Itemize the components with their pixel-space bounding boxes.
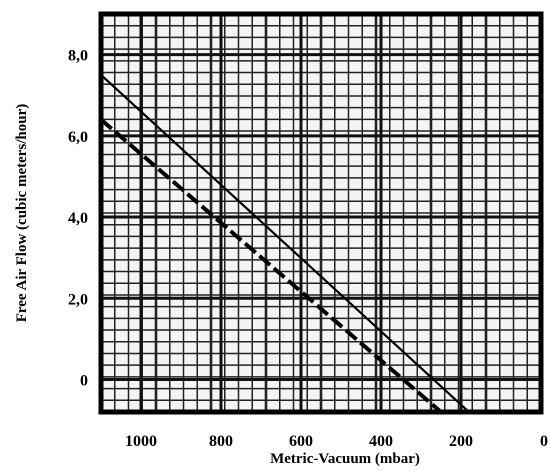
y-axis-label: Free Air Flow (cubic meters/hour) bbox=[14, 104, 30, 323]
y-tick-labels: 0 2,0 4,0 6,0 8,0 bbox=[68, 48, 88, 390]
series-layer bbox=[99, 74, 470, 414]
x-tick-labels: 1000 800 600 400 200 0 bbox=[125, 433, 548, 450]
x-tick-label: 600 bbox=[289, 433, 313, 450]
x-tick-label: 800 bbox=[209, 433, 233, 450]
x-tick-label: 200 bbox=[449, 433, 473, 450]
grid bbox=[101, 14, 541, 412]
y-tick-label: 0 bbox=[80, 373, 88, 390]
plot-frame bbox=[98, 11, 544, 415]
series-line-dashed bbox=[99, 118, 443, 414]
x-tick-label: 400 bbox=[369, 433, 393, 450]
y-tick-label: 4,0 bbox=[68, 210, 88, 227]
y-tick-label: 8,0 bbox=[68, 48, 88, 65]
y-tick-label: 2,0 bbox=[68, 291, 88, 308]
x-tick-label: 1000 bbox=[125, 433, 157, 450]
x-tick-label: 0 bbox=[540, 433, 548, 450]
series-line-solid bbox=[100, 74, 470, 413]
x-axis-label: Metric-Vacuum (mbar) bbox=[270, 451, 420, 466]
y-tick-label: 6,0 bbox=[68, 129, 88, 146]
